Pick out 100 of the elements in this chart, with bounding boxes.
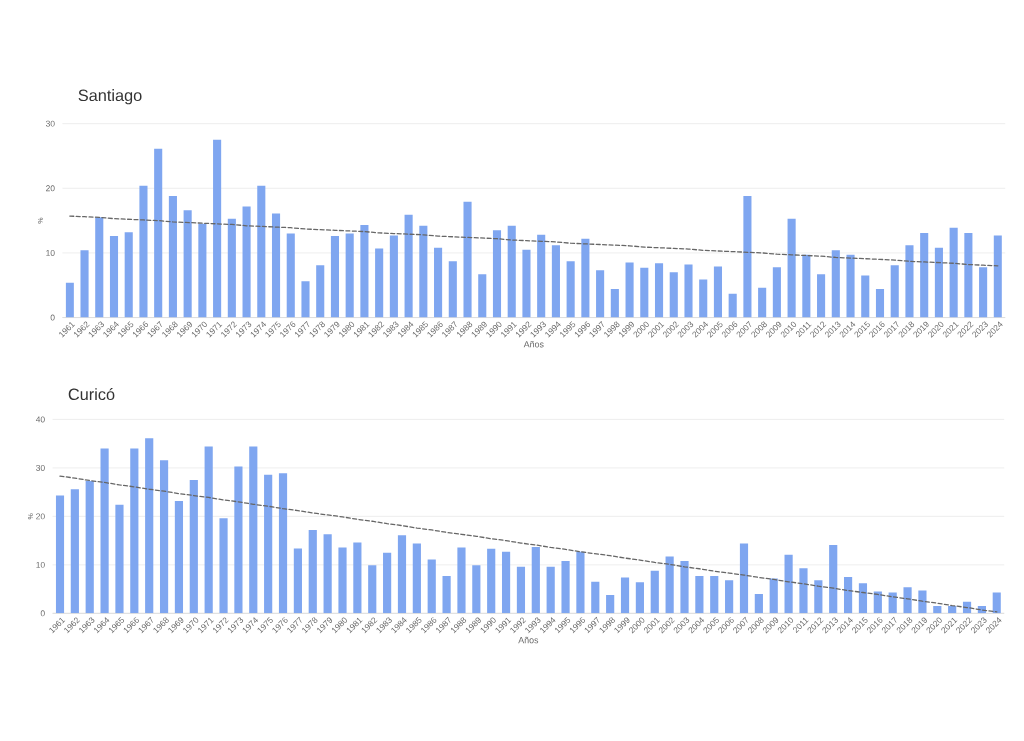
bar [537,234,546,318]
bar [145,438,154,614]
bar [55,495,65,614]
bar [861,275,870,318]
y-tick-label: 30 [36,464,45,471]
bar [463,201,472,318]
bar [389,235,398,318]
bar [412,543,421,614]
bar [799,568,808,614]
bar [699,279,708,318]
bar [375,248,384,318]
bar [227,218,236,318]
bar [903,587,912,614]
bar [566,261,575,318]
y-tick-label: 20 [36,513,45,520]
bar [918,590,927,614]
bar [286,233,295,318]
bar [596,270,605,318]
bar [487,548,496,614]
bar [457,547,466,614]
bar [219,518,228,614]
bar [875,289,885,318]
bar [933,606,942,614]
y-tick-label: 20 [46,185,55,192]
bar [183,210,192,318]
bar [920,232,929,318]
bar [308,529,317,614]
y-tick-label: 30 [45,120,55,127]
bar [189,480,198,614]
bar [581,238,590,318]
y-tick-label: 0 [40,610,45,617]
bar [620,577,630,614]
bar [397,535,407,614]
bar [264,474,273,614]
bar [501,551,511,614]
bar [728,293,737,318]
bar [448,261,457,318]
bar [442,576,451,614]
bar [293,548,302,614]
bar [434,247,443,318]
bar [472,565,481,614]
bar [404,214,413,318]
bar [725,580,734,614]
bar [174,500,184,614]
bar [507,225,516,318]
bar [80,250,89,318]
bar [650,570,659,614]
y-tick-label: 10 [36,561,45,568]
bar [769,578,778,614]
bar [934,247,943,318]
bar [139,185,148,318]
bar [249,446,258,614]
bar [115,504,124,614]
bar [787,218,796,318]
bar [843,577,853,614]
bar [278,473,288,614]
bar [669,272,678,318]
bar [964,232,973,318]
bar [713,266,723,318]
bar [154,148,163,318]
bar [743,196,752,318]
bar [353,542,362,614]
bar [802,254,811,318]
bar [576,551,585,614]
bar [109,236,119,318]
bar [831,250,840,318]
bar [368,565,377,614]
bar [979,267,988,318]
bar [316,265,325,318]
y-tick-label: 40 [35,416,45,423]
bar [591,581,600,614]
bar [213,139,222,318]
bar [829,545,838,614]
bar [888,592,897,614]
bar [159,460,169,614]
bar [100,448,109,614]
bar [846,254,855,318]
bar [546,566,555,614]
bar [606,594,615,614]
bar [301,281,310,318]
bar [635,582,644,614]
bar [625,262,634,318]
bar [784,554,793,614]
bar [330,236,340,318]
bar [65,282,74,318]
bar [758,287,767,318]
y-tick-label: 0 [50,314,55,321]
bar [124,232,133,318]
bar [531,546,540,614]
bar [234,466,243,614]
bar [684,264,693,318]
bar [95,217,104,318]
bar [949,227,958,318]
chart-title: Curicó [68,387,115,401]
bar [905,245,914,318]
chart-title: Santiago [78,89,142,105]
bar [345,233,354,318]
bar [271,213,281,318]
x-axis-title: Años [518,636,539,644]
bar [168,196,177,318]
